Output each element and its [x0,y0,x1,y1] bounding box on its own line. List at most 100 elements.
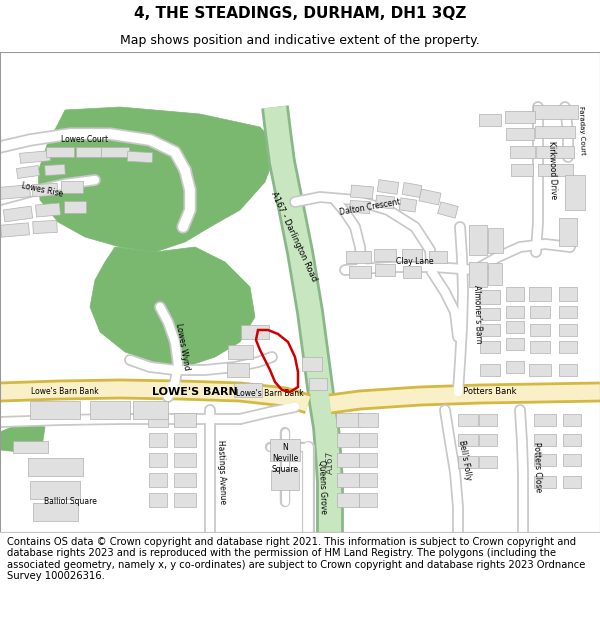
Bar [509,146,535,158]
Bar [563,454,581,466]
Bar [506,287,524,301]
Bar [33,221,57,234]
Bar [0,185,31,199]
Bar [563,476,581,488]
Bar [359,453,377,467]
Text: Contains OS data © Crown copyright and database right 2021. This information is : Contains OS data © Crown copyright and d… [7,537,586,581]
Bar [506,321,524,333]
Bar [174,493,196,507]
Bar [346,251,371,263]
Bar [359,433,377,447]
Bar [149,473,167,487]
Bar [349,266,371,278]
Bar [1,222,29,238]
Bar [559,218,577,246]
Bar [374,249,396,261]
Bar [337,493,359,507]
Bar [337,473,359,487]
Bar [30,401,80,419]
Bar [335,413,361,427]
Bar [479,434,497,446]
Bar [506,361,524,373]
Text: LOWE'S BARN: LOWE'S BARN [152,387,238,397]
Bar [559,341,577,353]
Text: N: N [282,442,288,451]
Bar [559,364,577,376]
Text: Queens Grove: Queens Grove [317,460,328,514]
Bar [458,456,478,468]
Bar [458,434,478,446]
Text: Lowes Wynd: Lowes Wynd [175,322,191,371]
Polygon shape [90,247,255,367]
Bar [480,290,500,304]
Bar [149,453,167,467]
Bar [429,251,447,263]
Bar [90,401,130,419]
Bar [28,458,83,476]
Bar [241,325,269,339]
Bar [480,308,500,320]
Bar [438,202,458,218]
Bar [505,111,535,123]
Text: A167: A167 [325,450,335,474]
Bar [534,454,556,466]
Text: Lowe's Barn Bank: Lowe's Barn Bank [236,389,304,399]
Bar [530,341,550,353]
Bar [399,198,417,212]
Bar [538,164,572,176]
Bar [536,146,574,158]
Text: Lowes Rise: Lowes Rise [20,181,64,199]
Bar [13,441,47,453]
Bar [534,476,556,488]
Bar [480,341,500,353]
Bar [64,201,86,213]
Text: Kirkwood Drive: Kirkwood Drive [547,141,559,199]
Bar [535,126,575,138]
Bar [479,114,501,126]
Bar [149,493,167,507]
Bar [270,439,300,461]
Text: Almoner's Barn: Almoner's Barn [472,284,484,344]
Bar [350,185,373,199]
Bar [377,179,399,194]
Bar [174,473,196,487]
Bar [309,378,327,390]
Bar [32,503,77,521]
Polygon shape [0,420,45,452]
Bar [30,481,80,499]
Bar [174,413,196,427]
Bar [149,433,167,447]
Bar [227,363,249,377]
Text: Faraday Court: Faraday Court [578,106,586,154]
Text: Dalton Crescent: Dalton Crescent [339,198,401,217]
Bar [16,166,40,179]
Bar [479,456,497,468]
Bar [530,324,550,336]
Bar [133,401,167,419]
Text: Potters Bank: Potters Bank [463,388,517,396]
Bar [534,414,556,426]
Bar [419,189,441,205]
Bar [32,183,58,197]
Bar [148,413,168,427]
Bar [506,338,524,350]
Text: Potters Close: Potters Close [532,442,542,493]
Text: A167 - Darlington Road: A167 - Darlington Road [269,191,319,283]
Bar [174,453,196,467]
Bar [534,434,556,446]
Bar [563,434,581,446]
Bar [529,364,551,376]
Bar [350,201,370,214]
Bar [358,413,378,427]
Bar [101,147,129,157]
Bar [4,206,32,222]
Bar [559,287,577,301]
Text: 4, THE STEADINGS, DURHAM, DH1 3QZ: 4, THE STEADINGS, DURHAM, DH1 3QZ [134,6,466,21]
Bar [559,324,577,336]
Bar [559,306,577,318]
Text: Clay Lane: Clay Lane [396,258,434,266]
Text: Balliol Square: Balliol Square [44,498,97,506]
Bar [61,181,83,193]
Bar [337,433,359,447]
Text: Lowe's Barn Bank: Lowe's Barn Bank [31,388,99,396]
